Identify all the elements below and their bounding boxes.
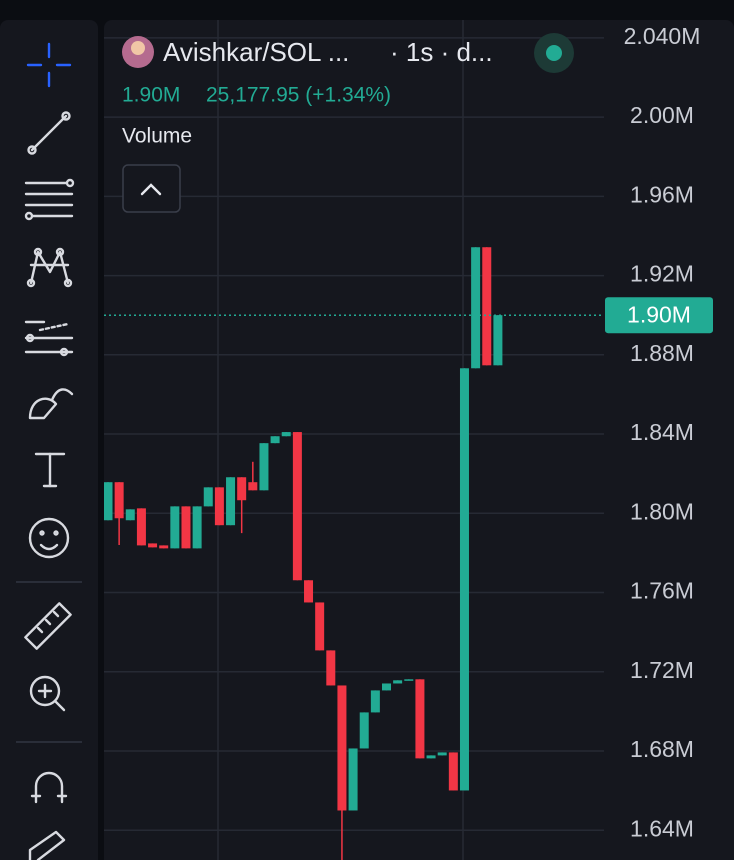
candle-body	[337, 685, 347, 811]
prediction-tool[interactable]	[24, 320, 74, 357]
candle-body	[259, 443, 269, 491]
y-tick-label: 1.96M	[630, 181, 694, 207]
y-tick-label: 1.76M	[630, 578, 694, 604]
crosshair-tool[interactable]	[26, 42, 72, 88]
candles	[104, 247, 604, 860]
avatar-face	[131, 41, 145, 55]
y-tick-label: 1.72M	[630, 657, 694, 683]
y-tick-label: 1.92M	[630, 261, 694, 287]
candle-body	[226, 477, 236, 526]
collapse-button[interactable]	[122, 164, 181, 213]
candle-body	[292, 432, 302, 581]
symbol-header[interactable]: Avishkar/SOL ... · 1s · d...	[122, 36, 493, 68]
interval: · 1s · d...	[390, 37, 493, 67]
y-tick-label: 2.00M	[630, 102, 694, 128]
candle-body	[382, 683, 391, 691]
candle-body	[248, 482, 258, 491]
candle-body	[237, 477, 247, 501]
candle-body	[482, 247, 492, 366]
last-price-label: 1.90M	[627, 301, 691, 327]
status-dot	[546, 45, 562, 61]
candle-body	[415, 679, 425, 759]
y-axis: 2.040M 2.00M 1.96M 1.92M 1.88M 1.84M 1.80M 1.76…	[605, 23, 713, 841]
candle-body	[181, 506, 191, 549]
candle-body	[359, 712, 369, 749]
pencil-tool[interactable]	[28, 830, 66, 860]
candle-body	[203, 487, 213, 507]
zoom-tool[interactable]	[29, 675, 66, 712]
candle-body	[136, 508, 146, 546]
candle-body	[393, 680, 403, 684]
chart-panel	[104, 20, 734, 860]
candle-body	[471, 247, 481, 369]
y-tick-label: 1.88M	[630, 340, 694, 366]
candle-body	[281, 432, 291, 437]
indicator-label: Volume	[122, 125, 192, 148]
header-change: 25,177.95 (+1.34%)	[206, 84, 391, 107]
ruler-tool[interactable]	[24, 602, 72, 650]
candle-body	[270, 436, 280, 444]
y-tick-label: 2.040M	[624, 23, 701, 49]
candle-body	[448, 752, 458, 791]
candle-body	[125, 509, 135, 521]
candle-body	[493, 315, 503, 366]
candle-body	[159, 545, 169, 549]
candle-body	[148, 543, 158, 548]
fib-tool[interactable]	[24, 178, 75, 221]
candle-body	[214, 487, 224, 526]
candle-body	[304, 580, 314, 603]
text-tool[interactable]	[34, 452, 66, 488]
candle-body	[370, 690, 380, 713]
candle-body	[437, 752, 447, 756]
candle-body	[315, 602, 325, 651]
y-tick-label: 1.64M	[630, 815, 694, 841]
candle-body	[348, 748, 358, 811]
magnet-tool[interactable]	[30, 771, 68, 804]
y-tick-label: 1.68M	[630, 736, 694, 762]
y-tick-label: 1.80M	[630, 498, 694, 524]
candle-body	[459, 368, 469, 791]
emoji-tool[interactable]	[28, 517, 70, 559]
symbol-name: Avishkar/SOL ...	[163, 37, 349, 67]
header-price: 1.90M	[122, 84, 180, 107]
candle-body	[192, 506, 202, 549]
pattern-tool[interactable]	[26, 247, 73, 288]
toolbar	[0, 20, 98, 860]
y-tick-label: 1.84M	[630, 419, 694, 445]
brush-tool[interactable]	[28, 388, 74, 420]
candle-body	[404, 679, 414, 681]
candle-body	[326, 650, 336, 686]
candle-body	[426, 755, 436, 759]
candle-body	[114, 482, 124, 519]
candle-body	[170, 506, 180, 549]
last-price-tag	[605, 297, 713, 334]
trend-line-tool[interactable]	[27, 111, 71, 155]
candle-body	[104, 482, 113, 521]
